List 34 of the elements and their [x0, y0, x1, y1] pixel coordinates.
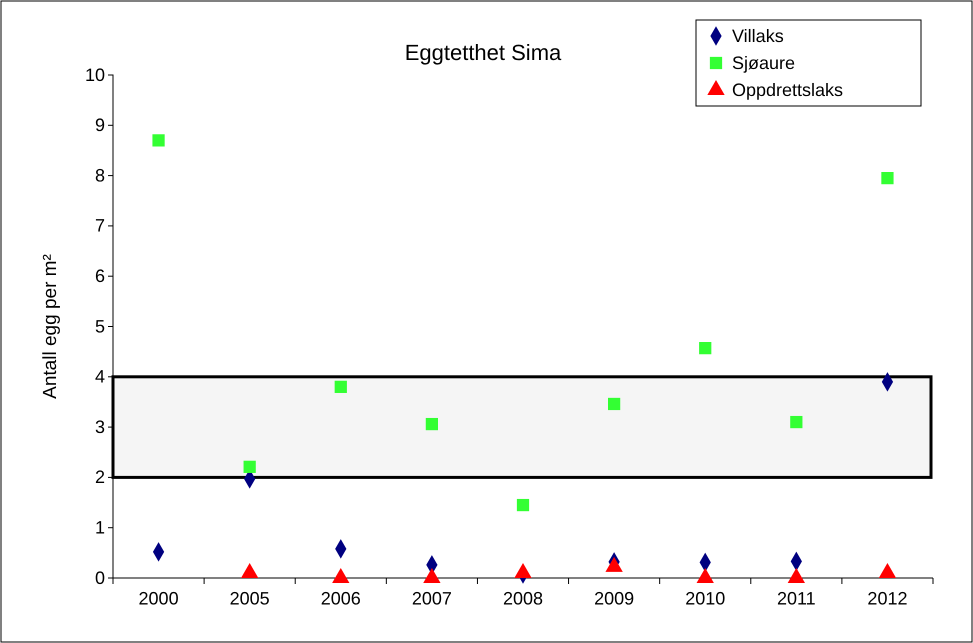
x-tick-label: 2008 [502, 588, 544, 608]
point [790, 416, 802, 428]
y-tick-label: 1 [94, 517, 105, 538]
y-tick-label: 0 [94, 568, 105, 588]
x-tick-label: 2005 [230, 588, 270, 608]
y-tick-label: 10 [84, 64, 105, 85]
point [334, 380, 347, 393]
point [244, 460, 256, 473]
point [516, 498, 530, 512]
x-tick-label: 2010 [685, 588, 726, 608]
point [152, 134, 165, 147]
x-tick-label: 2000 [138, 588, 179, 608]
legend-label: Villaks [732, 26, 784, 46]
legend-label: Sjøaure [732, 53, 796, 73]
y-tick-label: 2 [94, 467, 105, 488]
y-tick-label: 4 [94, 366, 105, 387]
legend-label: Oppdrettslaks [732, 80, 844, 100]
y-tick-label: 7 [94, 216, 105, 236]
y-tick-label: 3 [94, 416, 105, 437]
point [881, 172, 894, 184]
point [699, 342, 712, 354]
y-tick-label: 8 [94, 165, 105, 186]
y-axis-title: Antall egg per m² [40, 254, 61, 399]
chart-title: Eggtetthet Sima [404, 40, 562, 65]
x-tick-label: 2011 [776, 588, 816, 608]
x-tick-label: 2006 [320, 588, 361, 608]
point [426, 418, 438, 430]
x-tick-label: 2012 [867, 588, 908, 608]
y-tick-label: 5 [94, 316, 105, 336]
point [608, 398, 620, 410]
x-tick-label: 2007 [412, 588, 452, 608]
x-tick-label: 2009 [594, 588, 634, 608]
y-tick-label: 9 [94, 115, 105, 136]
y-tick-label: 6 [94, 266, 105, 286]
